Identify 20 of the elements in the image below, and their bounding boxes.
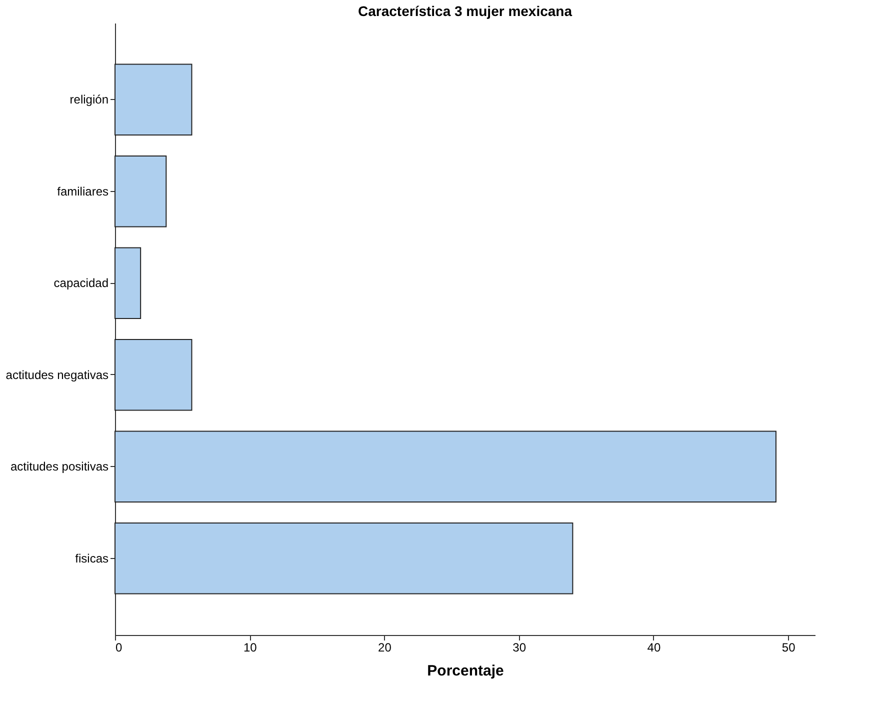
x-tick-label: 50	[782, 640, 796, 654]
y-tick-label: familiares	[57, 184, 108, 198]
y-tick-label: actitudes positivas	[10, 460, 108, 474]
x-tick-label: 0	[116, 640, 122, 654]
y-tick-label: fisicas	[75, 551, 108, 566]
bar	[114, 247, 142, 319]
bar	[114, 339, 192, 411]
x-tick-label: 30	[512, 640, 526, 654]
bar	[114, 156, 167, 228]
y-tick-label: religión	[70, 92, 108, 107]
x-tick-label: 10	[243, 640, 258, 654]
chart-title: Característica 3 mujer mexicana	[358, 3, 572, 19]
y-tick-label: actitudes negativas	[6, 368, 108, 382]
y-tick-label: capacidad	[54, 276, 108, 290]
bar	[114, 430, 776, 502]
x-tick-label: 20	[378, 640, 392, 654]
x-tick-label: 40	[647, 640, 661, 654]
x-axis-title: Porcentaje	[427, 662, 504, 680]
bar	[114, 522, 574, 594]
bar	[114, 64, 192, 136]
